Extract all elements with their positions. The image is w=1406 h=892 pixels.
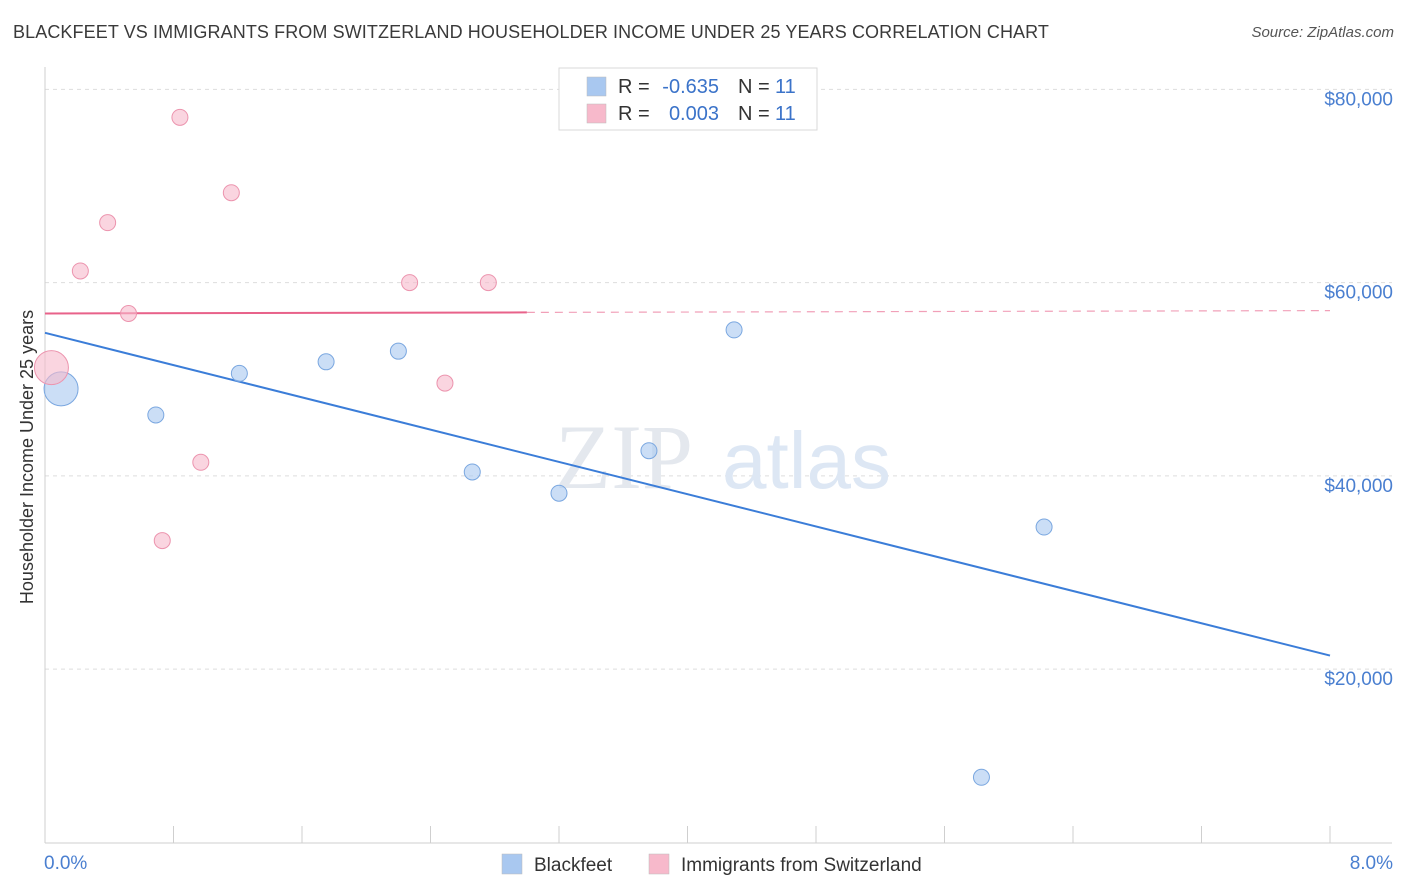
point-s0-9 [972, 768, 990, 786]
gridlines [45, 88, 1392, 670]
bottom-legend-label-1: Immigrants from Switzerland [681, 855, 922, 876]
point-s1-1 [71, 262, 89, 280]
legend-swatch-1 [586, 103, 607, 124]
legend-n-value-0: 11 [775, 76, 796, 98]
chart-title: BLACKFEET VS IMMIGRANTS FROM SWITZERLAND… [13, 22, 1050, 42]
point-s0-10 [1035, 518, 1053, 536]
point-s1-2 [99, 214, 117, 232]
axes [44, 67, 1392, 844]
point-s1-4 [153, 532, 171, 550]
point-s0-4 [389, 342, 407, 360]
point-s0-5 [463, 463, 481, 481]
watermark-zip: ZIP [555, 406, 693, 508]
point-s0-8 [725, 321, 743, 339]
legend-r-value-1: 0.003 [669, 103, 719, 125]
point-s1-5 [171, 108, 189, 126]
legend-r-label-1: R = [618, 103, 650, 125]
x-tick-labels: 0.0% 8.0% [44, 853, 1393, 874]
y-axis-label: Householder Income Under 25 years [17, 310, 37, 604]
bottom-legend-swatch-1 [648, 853, 670, 875]
trend-line-1 [44, 311, 527, 315]
y-tick-label-3: $80,000 [1324, 89, 1393, 110]
data-points [33, 108, 1053, 786]
bottom-legend-swatch-0 [501, 853, 523, 875]
point-s1-8 [401, 274, 419, 292]
legend-r-value-0: -0.635 [662, 76, 719, 98]
point-s0-3 [317, 353, 335, 371]
point-s0-2 [230, 364, 248, 382]
legend-n-label-0: N = [738, 76, 770, 98]
point-s1-10 [479, 274, 497, 292]
y-tick-label-1: $40,000 [1324, 476, 1393, 497]
legend-box: R = -0.635 N = 11 R = 0.003 N = 11 [558, 67, 818, 131]
bottom-legend-label-0: Blackfeet [534, 855, 613, 876]
x-tick-label-start: 0.0% [44, 853, 87, 874]
point-s1-9 [436, 374, 454, 392]
point-s0-7 [640, 442, 658, 460]
point-s0-6 [550, 484, 568, 502]
x-tick-label-end: 8.0% [1350, 853, 1393, 874]
bottom-legend: Blackfeet Immigrants from Switzerland [501, 853, 922, 876]
point-s1-3 [120, 304, 138, 322]
source-label: Source: ZipAtlas.com [1251, 24, 1394, 41]
point-s1-0 [33, 350, 69, 386]
y-tick-labels: $20,000 $40,000 $60,000 $80,000 [1324, 89, 1393, 690]
point-s1-6 [192, 453, 210, 471]
point-s0-1 [147, 406, 165, 424]
legend-swatch-0 [586, 76, 607, 97]
y-tick-label-2: $60,000 [1324, 283, 1393, 304]
legend-n-value-1: 11 [775, 103, 796, 125]
trend-line-dashed-1 [526, 309, 1331, 314]
y-tick-label-0: $20,000 [1324, 669, 1393, 690]
trend-line-0 [44, 331, 1331, 657]
point-s1-7 [222, 184, 240, 202]
legend-r-label-0: R = [618, 76, 650, 98]
legend-n-label-1: N = [738, 103, 770, 125]
watermark-atlas: atlas [722, 416, 891, 505]
watermark: ZIP atlas [555, 406, 891, 508]
